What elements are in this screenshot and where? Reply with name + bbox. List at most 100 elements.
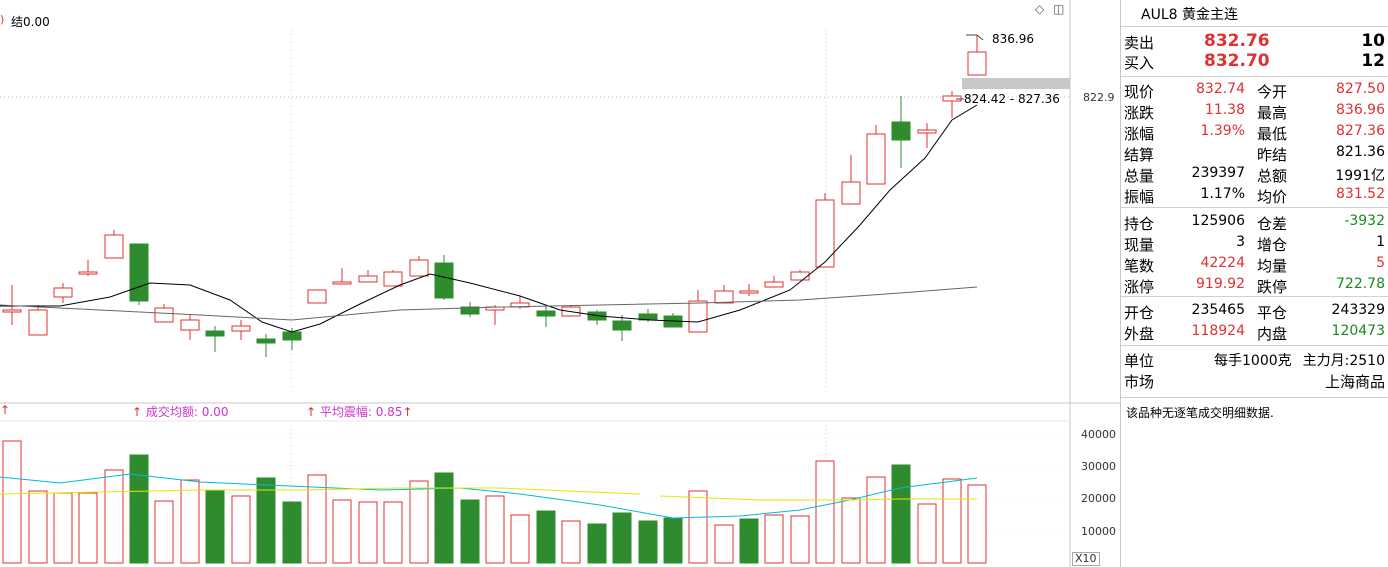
candle-body bbox=[409, 259, 429, 277]
volume-bar bbox=[967, 484, 987, 564]
position-value: 42224 bbox=[1200, 255, 1245, 271]
stat-value: 827.50 bbox=[1336, 81, 1385, 97]
volume-bar bbox=[78, 492, 98, 564]
candle-body bbox=[866, 133, 886, 185]
indicator-avg-amplitude[interactable]: ↑ 平均震幅: 0.85↑ bbox=[306, 405, 413, 419]
volume-bar bbox=[231, 495, 251, 564]
window-icon[interactable]: ◫ bbox=[1053, 2, 1065, 16]
stat-label: 涨幅 bbox=[1124, 125, 1155, 143]
volume-bar bbox=[790, 515, 810, 564]
stat-value: 832.74 bbox=[1196, 81, 1245, 97]
top-fragment: ) bbox=[0, 13, 5, 26]
order-value: 243329 bbox=[1331, 302, 1385, 318]
candle-body bbox=[841, 181, 861, 205]
kline-chart[interactable] bbox=[0, 0, 1120, 567]
volume-bar bbox=[866, 476, 886, 564]
position-value: 1 bbox=[1376, 234, 1385, 250]
candle-body bbox=[891, 121, 911, 141]
high-price-label: 836.96 bbox=[992, 32, 1034, 46]
sell-price: 832.76 bbox=[1204, 31, 1270, 51]
position-label: 增仓 bbox=[1257, 236, 1288, 254]
main-month: 主力月:2510 bbox=[1302, 353, 1385, 369]
volume-bar bbox=[485, 495, 505, 564]
order-value: 120473 bbox=[1331, 323, 1385, 339]
stat-value: 11.38 bbox=[1204, 102, 1245, 118]
candle-body bbox=[358, 275, 378, 283]
unit-row: 单位 每手1000克 主力月:2510 bbox=[1124, 352, 1385, 370]
stat-label: 均价 bbox=[1257, 188, 1288, 206]
stat-value: 1.17% bbox=[1200, 186, 1245, 202]
indicator-fragment: ↑ bbox=[0, 403, 11, 417]
unit-value: 每手1000克 bbox=[1214, 353, 1292, 369]
high-pointer bbox=[966, 34, 984, 41]
candle-body bbox=[256, 338, 276, 344]
quote-panel: AUL8 黄金主连 卖出 832.76 10 买入 832.70 12 现价 83… bbox=[1120, 0, 1388, 567]
candle-body bbox=[460, 306, 480, 315]
stat-label: 总额 bbox=[1257, 167, 1288, 185]
volume-bar bbox=[53, 492, 73, 564]
stat-row: 涨幅 1.39% 最低 827.36 bbox=[1121, 122, 1388, 143]
candle-body bbox=[688, 300, 708, 333]
order-label: 开仓 bbox=[1124, 304, 1155, 322]
candle-body bbox=[764, 281, 784, 288]
stat-row: 现价 832.74 今开 827.50 bbox=[1121, 80, 1388, 101]
volume-bar bbox=[536, 510, 556, 564]
volume-bar bbox=[587, 523, 607, 564]
indicator-avg-amount[interactable]: ↑ 成交均额: 0.00 bbox=[132, 405, 229, 419]
settlement-label: 结0.00 bbox=[11, 15, 50, 29]
candle-body bbox=[205, 330, 225, 337]
buy-qty: 12 bbox=[1361, 51, 1385, 71]
position-label: 笔数 bbox=[1124, 257, 1155, 275]
volume-bar bbox=[917, 503, 937, 564]
candle-body bbox=[612, 320, 632, 331]
candle-body bbox=[53, 287, 73, 298]
volume-bar bbox=[714, 524, 734, 564]
volume-ma-cyan bbox=[0, 473, 978, 519]
volume-bar bbox=[739, 518, 759, 564]
candle-body bbox=[129, 243, 149, 302]
stat-label: 昨结 bbox=[1257, 146, 1288, 164]
candle-body bbox=[78, 271, 98, 275]
candle-body bbox=[154, 307, 174, 323]
diamond-icon[interactable]: ◇ bbox=[1035, 2, 1045, 16]
buy-price: 832.70 bbox=[1204, 51, 1270, 71]
volume-ma-yellow bbox=[0, 487, 977, 501]
stat-value: 1.39% bbox=[1200, 123, 1245, 139]
stat-label: 总量 bbox=[1124, 167, 1155, 185]
volume-bar bbox=[891, 464, 911, 564]
volume-bar bbox=[409, 480, 429, 564]
stat-label: 振幅 bbox=[1124, 188, 1155, 206]
position-label: 仓差 bbox=[1257, 215, 1288, 233]
stat-row: 振幅 1.17% 均价 831.52 bbox=[1121, 185, 1388, 206]
candle-body bbox=[2, 309, 22, 313]
stat-value: 1991亿 bbox=[1335, 168, 1385, 184]
order-row: 外盘 118924 内盘 120473 bbox=[1121, 322, 1388, 343]
candle-body bbox=[307, 289, 327, 304]
volume-bar bbox=[205, 490, 225, 564]
stat-row: 涨跌 11.38 最高 836.96 bbox=[1121, 101, 1388, 122]
current-price-marker bbox=[962, 78, 1070, 89]
vol-tick-20000: 20000 bbox=[1081, 492, 1116, 505]
volume-bar bbox=[307, 474, 327, 564]
position-row: 涨停 919.92 跌停 722.78 bbox=[1121, 275, 1388, 296]
candle-body bbox=[917, 129, 937, 134]
sell-qty: 10 bbox=[1361, 31, 1385, 51]
candle-body bbox=[180, 319, 200, 331]
position-value: -3932 bbox=[1344, 213, 1385, 229]
position-label: 跌停 bbox=[1257, 278, 1288, 296]
candle-body bbox=[434, 262, 454, 299]
position-row: 持仓 125906 仓差 -3932 bbox=[1121, 212, 1388, 233]
candle-body bbox=[282, 331, 302, 341]
volume-bar bbox=[561, 520, 581, 564]
stat-value: 827.36 bbox=[1336, 123, 1385, 139]
sell-row: 卖出 832.76 10 bbox=[1124, 31, 1385, 52]
kline-chart-area[interactable]: ) 结0.00 ◇ ◫ 836.96 824.42 - 827.36 822.9… bbox=[0, 0, 1120, 567]
moving-average-long bbox=[0, 286, 978, 321]
volume-bar bbox=[129, 454, 149, 564]
candle-body bbox=[790, 271, 810, 281]
price-axis-label: 822.9 bbox=[1083, 91, 1115, 104]
stat-label: 最高 bbox=[1257, 104, 1288, 122]
stat-value: 821.36 bbox=[1336, 144, 1385, 160]
buy-row: 买入 832.70 12 bbox=[1124, 51, 1385, 72]
volume-bar bbox=[688, 490, 708, 564]
